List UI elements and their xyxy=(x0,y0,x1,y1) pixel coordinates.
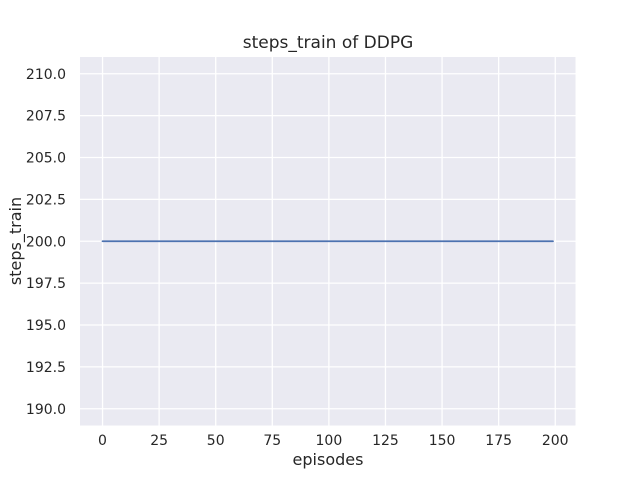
x-tick-label: 25 xyxy=(150,433,168,449)
x-axis-label: episodes xyxy=(293,450,364,469)
plot-generated-layer: 0 25 50 75 100 125 150 175 200 190.0 192.5 195.0 197… xyxy=(26,57,576,449)
x-tick-label: 75 xyxy=(263,433,281,449)
y-tick-label: 192.5 xyxy=(26,360,66,376)
y-tick-label: 200.0 xyxy=(26,234,66,250)
y-tick-label: 195.0 xyxy=(26,318,66,334)
x-tick-label: 50 xyxy=(207,433,225,449)
x-tick-label: 150 xyxy=(429,433,456,449)
y-tick-label: 207.5 xyxy=(26,109,66,125)
y-tick-label: 210.0 xyxy=(26,67,66,83)
x-tick-label: 125 xyxy=(372,433,399,449)
x-tick-label: 175 xyxy=(485,433,512,449)
x-tick-label: 0 xyxy=(98,433,107,449)
y-tick-label: 197.5 xyxy=(26,276,66,292)
x-tick-label: 200 xyxy=(542,433,569,449)
x-tick-label: 100 xyxy=(316,433,343,449)
y-axis-label: steps_train xyxy=(6,197,26,285)
y-tick-label: 202.5 xyxy=(26,192,66,208)
y-tick-label: 205.0 xyxy=(26,151,66,167)
y-tick-label: 190.0 xyxy=(26,402,66,418)
chart-title: steps_train of DDPG xyxy=(243,33,414,53)
